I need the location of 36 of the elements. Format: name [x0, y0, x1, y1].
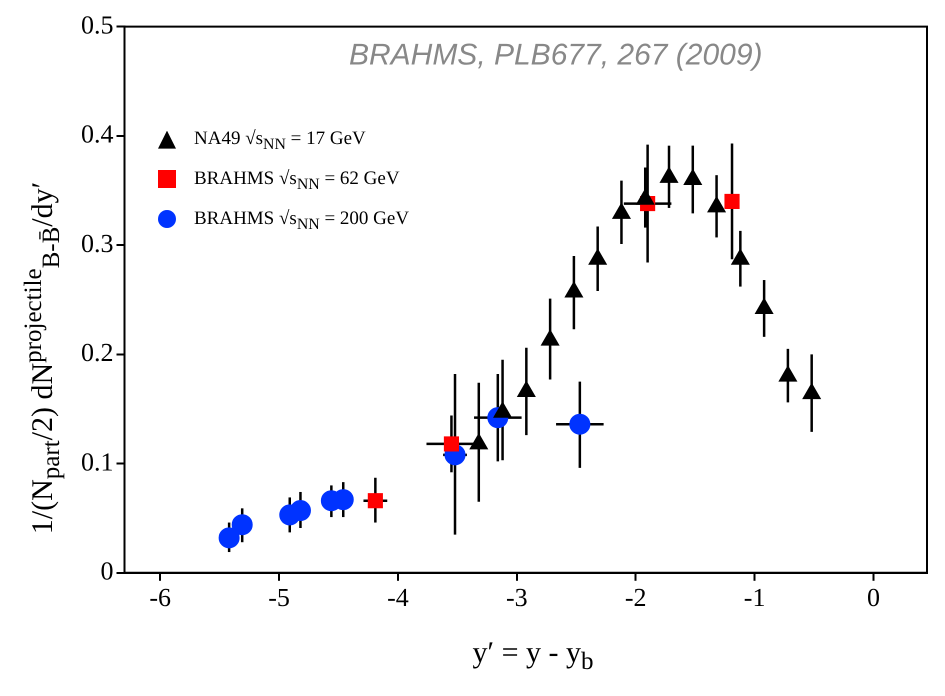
point [778, 366, 798, 382]
point [802, 383, 821, 400]
legend-label: NA49 √s$_{NN}$ = 17 GeV [194, 128, 366, 153]
x-tick-label: -4 [387, 583, 409, 612]
point [368, 493, 383, 508]
point [218, 527, 240, 548]
y-tick-label: 0.3 [81, 228, 114, 258]
point [731, 248, 750, 265]
x-tick-label: -5 [268, 583, 290, 612]
point [660, 166, 678, 183]
y-tick-label: 0.4 [81, 120, 114, 149]
point [444, 436, 460, 452]
x-tick-label: -6 [149, 583, 172, 612]
point [564, 282, 584, 298]
point [636, 188, 654, 205]
legend-label: BRAHMS √s$_{NN}$ = 200 GeV [194, 208, 410, 232]
point [290, 500, 311, 522]
x-tick-label: -1 [744, 583, 766, 612]
point [684, 169, 702, 186]
x-tick-label: -2 [624, 583, 647, 612]
legend-label: BRAHMS √s$_{NN}$ = 62 GeV [194, 168, 400, 193]
y-tick-label: 0.2 [81, 338, 114, 368]
point [612, 202, 631, 219]
point [707, 196, 726, 212]
point [569, 414, 590, 435]
point [232, 514, 253, 536]
point [588, 248, 607, 265]
x-tick-label: -3 [506, 583, 528, 612]
annotation: BRAHMS, PLB677, 267 (2009) [348, 38, 763, 72]
x-tick-label: 0 [867, 583, 880, 612]
point [540, 330, 560, 346]
point [754, 298, 774, 314]
y-tick-label: 0.5 [81, 10, 114, 40]
y-tick-label: 0.1 [81, 447, 114, 476]
y-tick-label: 0 [100, 556, 114, 586]
x-axis-title: y′ = y - y$_{b}$ [472, 636, 594, 676]
